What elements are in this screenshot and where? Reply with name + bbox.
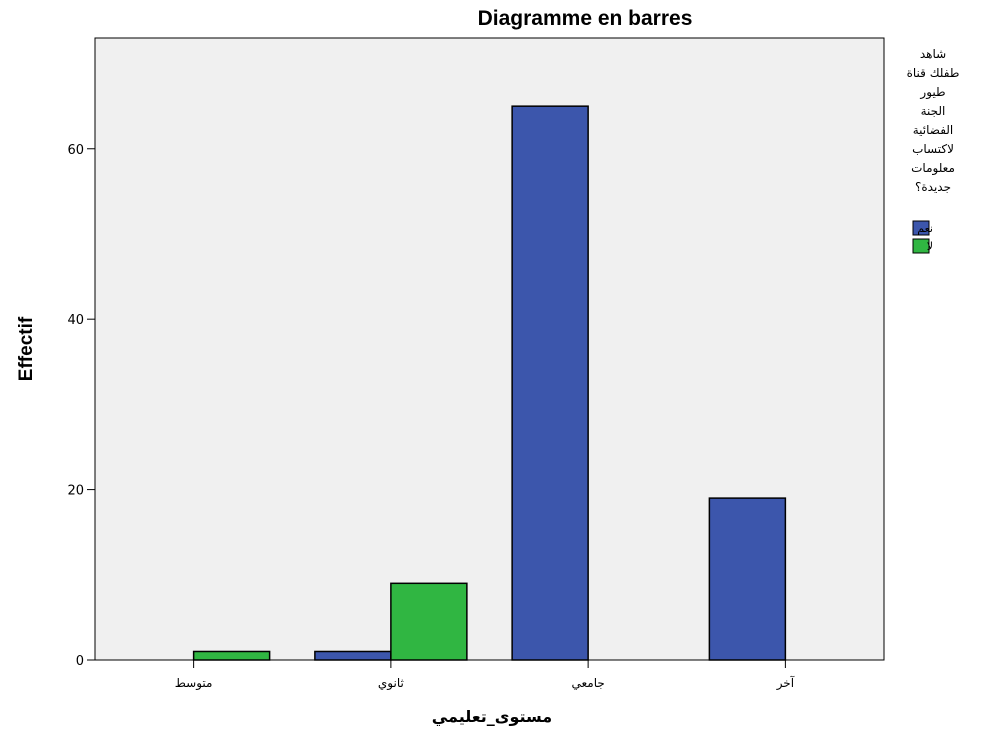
bar-yes-1 bbox=[314, 650, 392, 661]
y-tick-label: 20 bbox=[67, 484, 84, 499]
x-category-label: آخر bbox=[776, 675, 795, 691]
legend-title-line: الفضائية bbox=[913, 123, 954, 137]
bar-no-1 bbox=[390, 582, 468, 661]
x-category-label: جامعي bbox=[571, 676, 604, 690]
x-axis-title: مستوى_تعليمي bbox=[432, 707, 552, 727]
legend-title-line: لاكتساب bbox=[912, 142, 954, 156]
bar-no-0 bbox=[192, 650, 271, 661]
legend-swatch-yes bbox=[912, 220, 930, 236]
legend-title-line: الجنة bbox=[921, 104, 946, 118]
x-category-label: متوسط bbox=[175, 676, 213, 691]
legend-label-no: لا bbox=[927, 240, 933, 253]
y-tick-label: 0 bbox=[76, 654, 84, 669]
chart-title: Diagramme en barres bbox=[478, 7, 693, 30]
y-tick-label: 40 bbox=[67, 313, 84, 328]
bar-yes-3 bbox=[708, 497, 787, 661]
y-tick-label: 60 bbox=[67, 143, 84, 158]
legend: شاهد طفلك قناة طيور الجنة الفضائية لاكتساب معل… bbox=[907, 47, 960, 254]
legend-title-line: طيور bbox=[919, 85, 945, 100]
y-axis-title: Effectif bbox=[16, 316, 37, 381]
legend-swatch-no bbox=[912, 238, 930, 254]
bar-yes-2 bbox=[511, 105, 589, 661]
x-category-label: ثانوي bbox=[378, 676, 404, 691]
legend-title-line: معلومات bbox=[911, 161, 955, 176]
legend-title-line: طفلك قناة bbox=[907, 66, 960, 80]
legend-title-line: شاهد bbox=[920, 47, 946, 61]
legend-label-yes: نعم bbox=[917, 222, 933, 235]
legend-title-line: جديدة؟ bbox=[915, 180, 951, 194]
